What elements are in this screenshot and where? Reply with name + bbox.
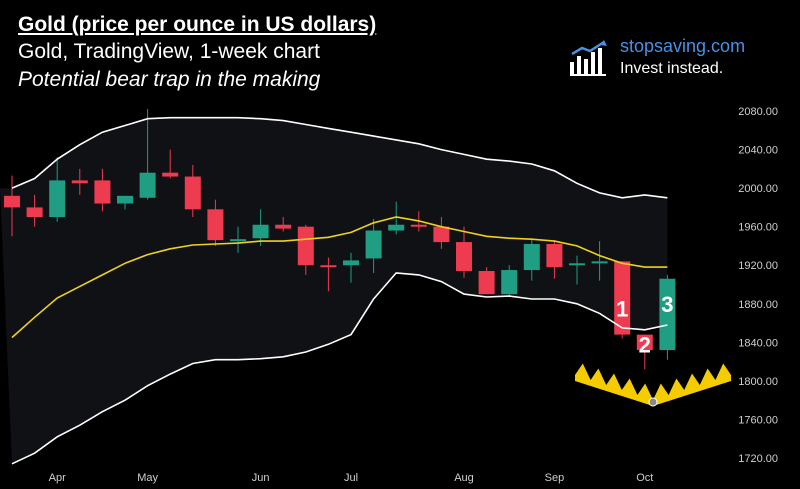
candle-body [71, 180, 88, 184]
chart-title: Gold (price per ounce in US dollars) [18, 13, 377, 36]
x-tick-label: Aug [454, 472, 474, 484]
candle-body [207, 209, 224, 241]
candle-body [388, 224, 405, 231]
x-tick-label: Jul [344, 472, 358, 484]
y-axis: 1720.00 1760.00 1800.00 1840.00 1880.00 1920.… [738, 106, 778, 465]
candle-body [162, 172, 179, 177]
candle-body [365, 230, 382, 259]
candle-body [659, 278, 676, 351]
y-tick-label: 1800.00 [738, 376, 778, 388]
annotation-1: 1 [616, 297, 628, 322]
lower-band-line [11, 272, 668, 465]
brand-name: stopsaving.com [620, 36, 746, 56]
candle-body [546, 244, 563, 268]
candle-body [26, 207, 43, 218]
x-tick-label: Sep [545, 472, 565, 484]
candle-body [49, 180, 66, 218]
trap-hinge [648, 397, 658, 407]
candle-body [433, 226, 450, 243]
candle-body [117, 195, 133, 204]
candle-body [4, 195, 20, 208]
candle-body [456, 242, 472, 272]
candle-body [320, 265, 337, 268]
x-tick-label: Jun [252, 472, 270, 484]
upper-band-line [11, 116, 668, 199]
candle-body [252, 224, 269, 239]
candles-group [4, 109, 676, 370]
candle-body [343, 260, 359, 266]
candle-body [636, 334, 653, 351]
y-tick-label: 1880.00 [738, 299, 778, 311]
candle-body [275, 224, 292, 229]
bar-chart-arrow-icon [570, 40, 607, 76]
annotation-2: 2 [639, 332, 651, 357]
chart-subtitle: Gold, TradingView, 1-week chart [18, 40, 320, 63]
candle-body [591, 261, 608, 264]
bear-trap-icon [575, 363, 731, 406]
x-axis: Apr May Jun Jul Aug Sep Oct [49, 472, 654, 484]
candle-body [614, 261, 631, 335]
candle-body [501, 270, 518, 295]
candle-body [184, 176, 201, 210]
x-tick-label: Apr [49, 472, 66, 484]
bollinger-band-fill [0, 117, 668, 464]
y-tick-label: 2080.00 [738, 106, 778, 118]
brand-tagline: Invest instead. [620, 60, 724, 77]
candle-body [230, 239, 246, 242]
y-tick-label: 2040.00 [738, 145, 778, 157]
candle-body [139, 172, 156, 198]
y-tick-label: 1720.00 [738, 453, 778, 465]
x-tick-label: Oct [636, 472, 653, 484]
annotation-3: 3 [661, 292, 673, 317]
candle-body [94, 180, 111, 204]
candle-body [569, 263, 585, 266]
chart-caption: Potential bear trap in the making [18, 68, 321, 91]
y-tick-label: 1920.00 [738, 260, 778, 272]
y-tick-label: 2000.00 [738, 183, 778, 195]
annotation-labels: 123 [616, 292, 673, 357]
candle-body [297, 226, 314, 266]
title-block: Gold (price per ounce in US dollars) Gol… [18, 12, 376, 94]
candle-body [410, 224, 427, 227]
y-tick-label: 1840.00 [738, 337, 778, 349]
basis-line [11, 216, 668, 339]
candle-body [478, 271, 495, 295]
y-tick-label: 1960.00 [738, 222, 778, 234]
y-tick-label: 1760.00 [738, 414, 778, 426]
x-tick-label: May [137, 472, 158, 484]
candle-body [523, 244, 540, 271]
